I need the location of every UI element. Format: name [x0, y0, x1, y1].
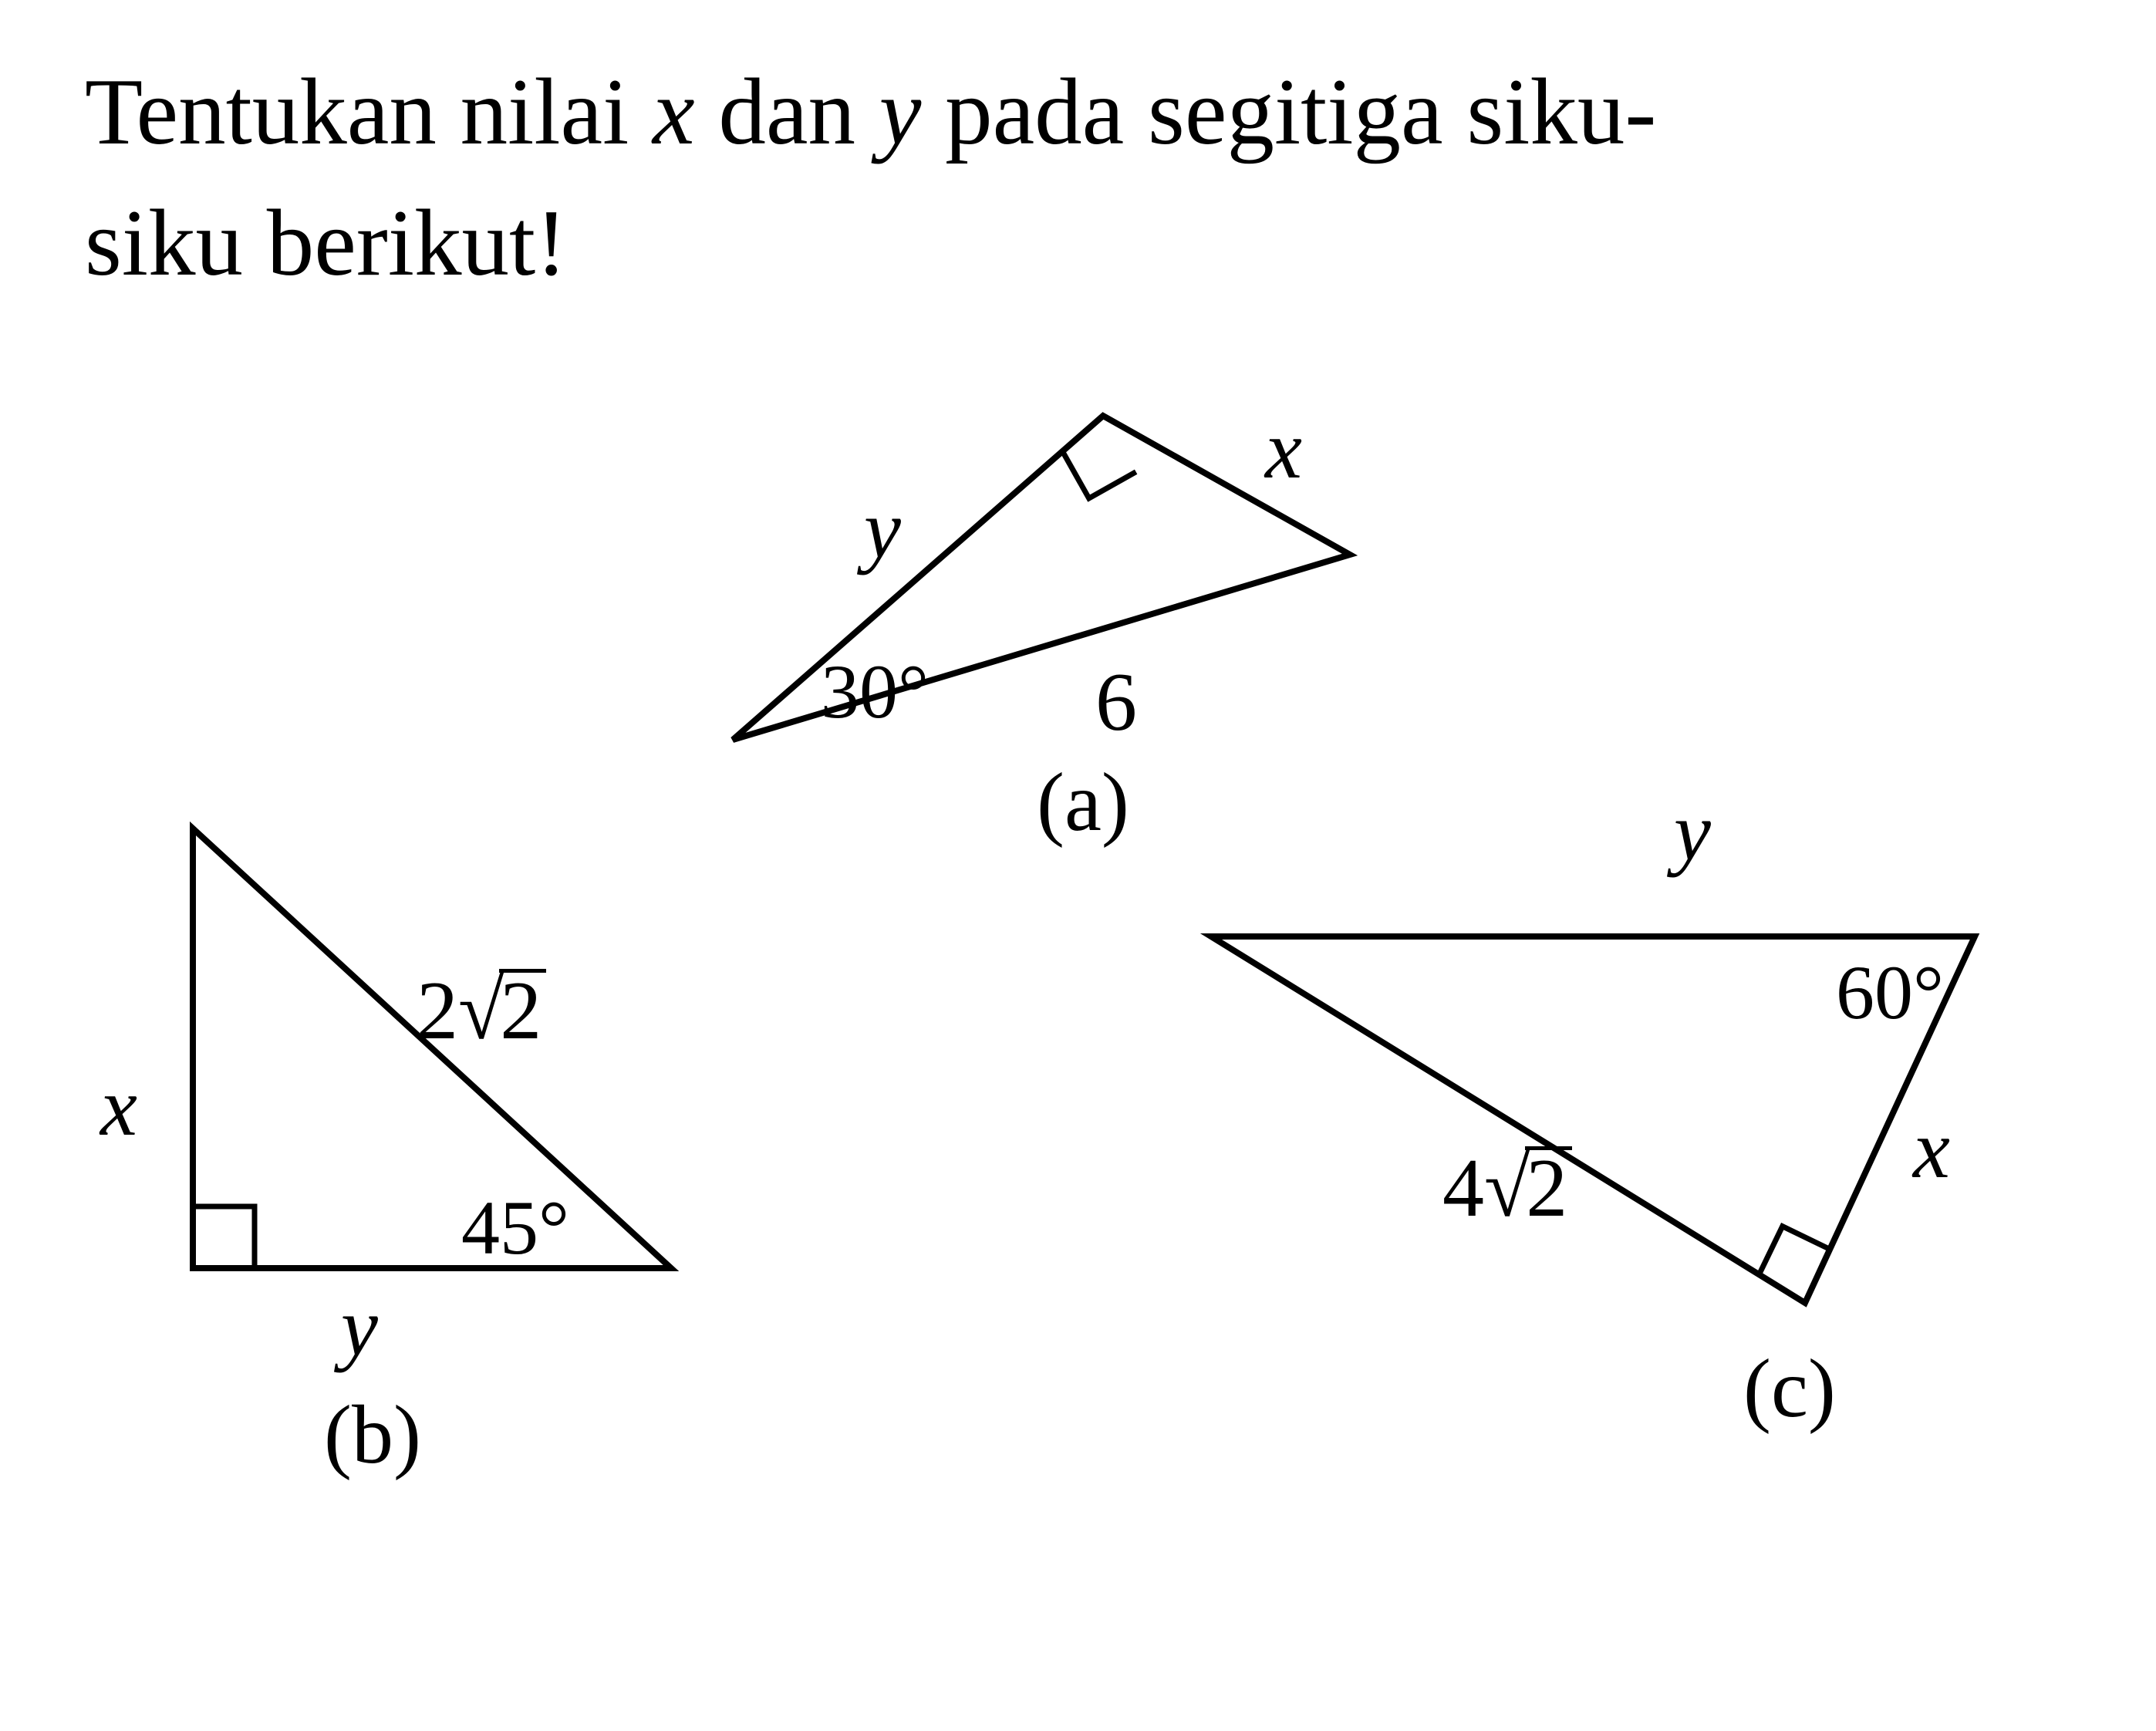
sqrt-symbol-c: √: [1484, 1141, 1530, 1237]
text-line-2: siku berikut!: [85, 190, 567, 295]
triangle-c-hypotenuse: 4√2: [1442, 1141, 1572, 1237]
var-y-text: y: [879, 59, 922, 164]
sqrt-arg-c: 2: [1525, 1146, 1572, 1227]
sqrt-symbol-b: √: [458, 963, 504, 1059]
triangle-c-y-label: y: [1674, 785, 1711, 880]
triangle-c: [1149, 848, 2044, 1372]
triangle-c-angle: 60°: [1836, 948, 1944, 1037]
triangle-a-right-angle: [1062, 451, 1135, 498]
triangle-a-y-label: y: [864, 482, 901, 578]
triangle-b-y-label: y: [341, 1280, 378, 1375]
triangle-a-hypotenuse: 6: [1095, 655, 1137, 751]
triangle-b-right-angle: [193, 1206, 255, 1268]
triangle-b-hypotenuse: 2√2: [417, 963, 546, 1059]
var-x-text: x: [653, 59, 695, 164]
problem-statement: Tentukan nilai x dan y pada segitiga sik…: [85, 46, 2071, 308]
sqrt-coef-c: 4: [1442, 1141, 1484, 1237]
triangle-b-angle: 45°: [461, 1183, 569, 1272]
sqrt-coef-b: 2: [417, 963, 458, 1059]
triangle-a-angle: 30°: [821, 647, 929, 736]
diagrams-area: x y 30° 6 (a) x 2√2 45° y (b) y 60° x 4√…: [85, 339, 2071, 1727]
text-part-1: Tentukan nilai: [85, 59, 653, 164]
triangle-b: [116, 774, 733, 1345]
text-part-2: dan: [695, 59, 879, 164]
sqrt-arg-b: 2: [499, 969, 546, 1049]
triangle-a-x-label: x: [1265, 403, 1302, 498]
triangle-b-x-label: x: [100, 1060, 137, 1156]
triangle-c-caption: (c): [1743, 1341, 1836, 1437]
triangle-a-caption: (a): [1037, 755, 1129, 851]
text-part-3: pada segitiga siku-: [921, 59, 1656, 164]
triangle-c-x-label: x: [1913, 1102, 1950, 1198]
triangle-b-caption: (b): [324, 1388, 421, 1483]
